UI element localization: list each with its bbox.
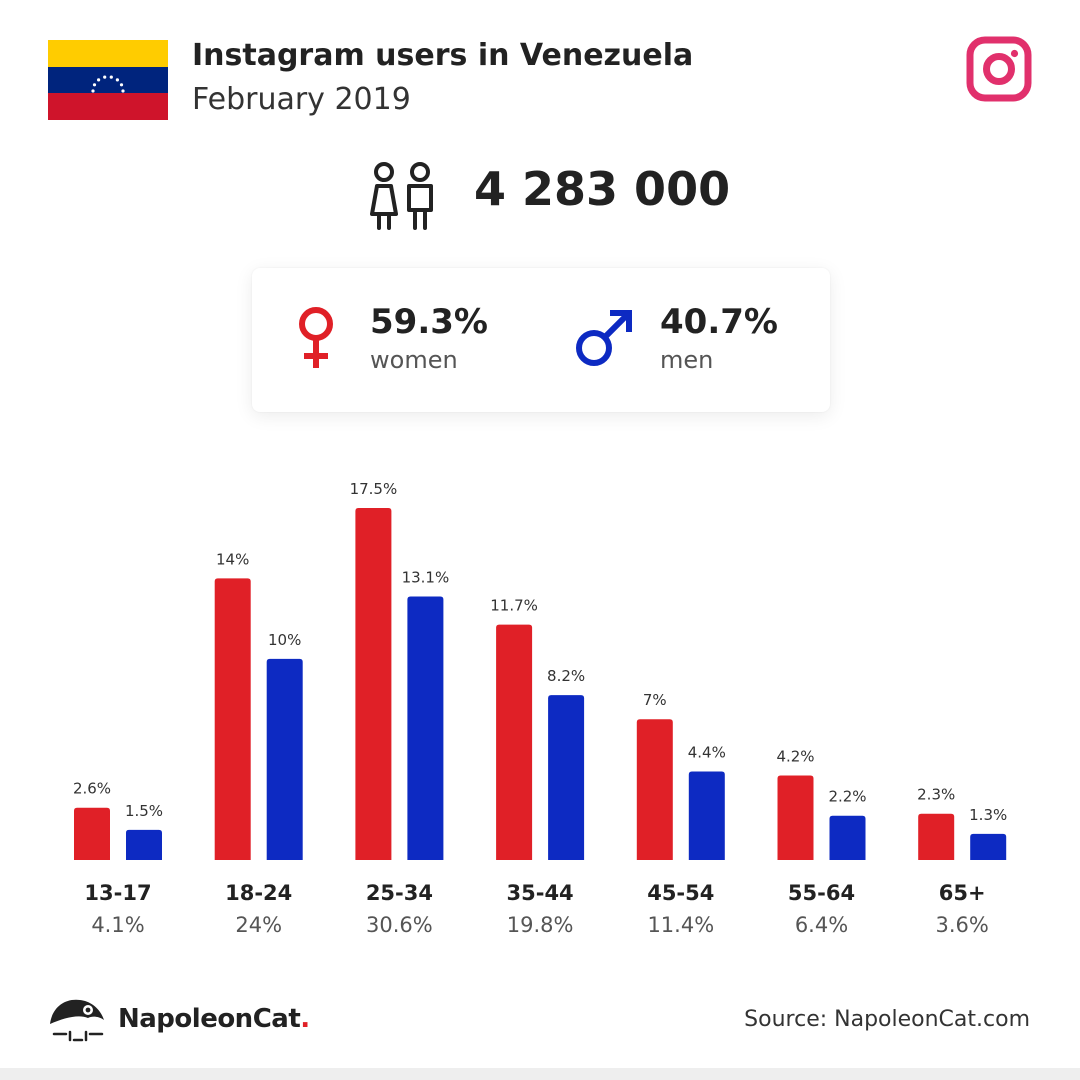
gender-split-card: 59.3% women 40.7% men bbox=[252, 268, 830, 412]
female-symbol-icon bbox=[299, 307, 333, 368]
flag-stars bbox=[91, 75, 125, 93]
category-total-label: 24% bbox=[235, 913, 282, 937]
category-label: 45-54 bbox=[647, 881, 714, 905]
bar-value-label: 7% bbox=[643, 691, 667, 709]
bar-value-label: 17.5% bbox=[350, 480, 398, 498]
women-percentage: 59.3% bbox=[370, 302, 488, 342]
flag-stripe-red bbox=[48, 93, 168, 120]
age-gender-bar-chart: 2.6% 1.5% 13-17 4.1% 14% 10% 18-24 24% 17.5% 13.1… bbox=[73, 480, 1007, 937]
bar-value-label: 13.1% bbox=[402, 569, 450, 587]
bar-18-24-series-0 bbox=[214, 578, 251, 860]
bar-55-64-series-1 bbox=[829, 815, 866, 860]
flag-star bbox=[119, 83, 124, 87]
bar-value-label: 10% bbox=[268, 631, 301, 649]
bar-value-label: 1.5% bbox=[125, 802, 163, 820]
women-label: women bbox=[370, 346, 458, 374]
bar-35-44-series-1 bbox=[548, 695, 585, 860]
flag-star bbox=[91, 89, 95, 93]
instagram-icon[interactable] bbox=[966, 36, 1032, 102]
flag-star bbox=[92, 83, 97, 87]
men-percentage: 40.7% bbox=[660, 302, 778, 342]
bar-45-54-series-0 bbox=[636, 719, 673, 860]
category-total-label: 11.4% bbox=[647, 913, 714, 937]
category-total-label: 4.1% bbox=[91, 913, 144, 937]
bar-13-17-series-1 bbox=[126, 829, 162, 860]
bar-18-24-series-1 bbox=[266, 658, 303, 860]
flag-star bbox=[115, 78, 119, 82]
brand-dot: . bbox=[300, 1004, 310, 1034]
category-label: 18-24 bbox=[225, 881, 292, 905]
bar-value-label: 2.2% bbox=[828, 788, 866, 806]
flag-star bbox=[109, 75, 113, 79]
bar-65+-series-0 bbox=[918, 813, 955, 860]
flag-stripe-yellow bbox=[48, 40, 168, 67]
category-total-label: 30.6% bbox=[366, 913, 433, 937]
bar-45-54-series-1 bbox=[688, 771, 725, 860]
bar-value-label: 1.3% bbox=[969, 806, 1007, 824]
category-label: 35-44 bbox=[507, 881, 574, 905]
venezuela-flag-icon bbox=[48, 40, 168, 120]
users-icon bbox=[370, 162, 433, 230]
bar-25-34-series-1 bbox=[407, 596, 444, 860]
bar-25-34-series-0 bbox=[355, 508, 392, 860]
bar-value-label: 8.2% bbox=[547, 667, 585, 685]
brand-name[interactable]: NapoleonCat. bbox=[118, 1004, 310, 1034]
category-total-label: 6.4% bbox=[795, 913, 848, 937]
page-subtitle: February 2019 bbox=[192, 82, 411, 117]
bar-value-label: 11.7% bbox=[490, 597, 538, 615]
flag-star bbox=[103, 75, 107, 79]
total-users-value: 4 283 000 bbox=[474, 162, 731, 216]
category-label: 55-64 bbox=[788, 881, 855, 905]
bar-65+-series-1 bbox=[970, 833, 1007, 860]
male-symbol-icon bbox=[576, 310, 632, 366]
flag-star bbox=[121, 89, 125, 93]
page-title: Instagram users in Venezuela bbox=[192, 38, 694, 73]
category-total-label: 3.6% bbox=[936, 913, 989, 937]
bar-value-label: 14% bbox=[216, 550, 249, 568]
flag-star bbox=[97, 78, 101, 82]
category-label: 13-17 bbox=[84, 881, 151, 905]
bar-55-64-series-0 bbox=[777, 775, 814, 860]
category-label: 65+ bbox=[939, 881, 986, 905]
bottom-strip bbox=[0, 1068, 1080, 1080]
category-label: 25-34 bbox=[366, 881, 433, 905]
bar-35-44-series-0 bbox=[496, 624, 533, 860]
bar-13-17-series-0 bbox=[74, 807, 110, 860]
bar-value-label: 4.2% bbox=[776, 748, 814, 766]
napoleoncat-logo-icon bbox=[50, 999, 104, 1042]
bar-value-label: 2.6% bbox=[73, 780, 111, 798]
bar-value-label: 2.3% bbox=[917, 786, 955, 804]
category-total-label: 19.8% bbox=[507, 913, 574, 937]
source-credit: Source: NapoleonCat.com bbox=[744, 1007, 1030, 1032]
men-label: men bbox=[660, 346, 714, 374]
bar-value-label: 4.4% bbox=[688, 743, 726, 761]
flag-stripe-blue bbox=[48, 67, 168, 93]
brand-text: NapoleonCat bbox=[118, 1004, 301, 1034]
